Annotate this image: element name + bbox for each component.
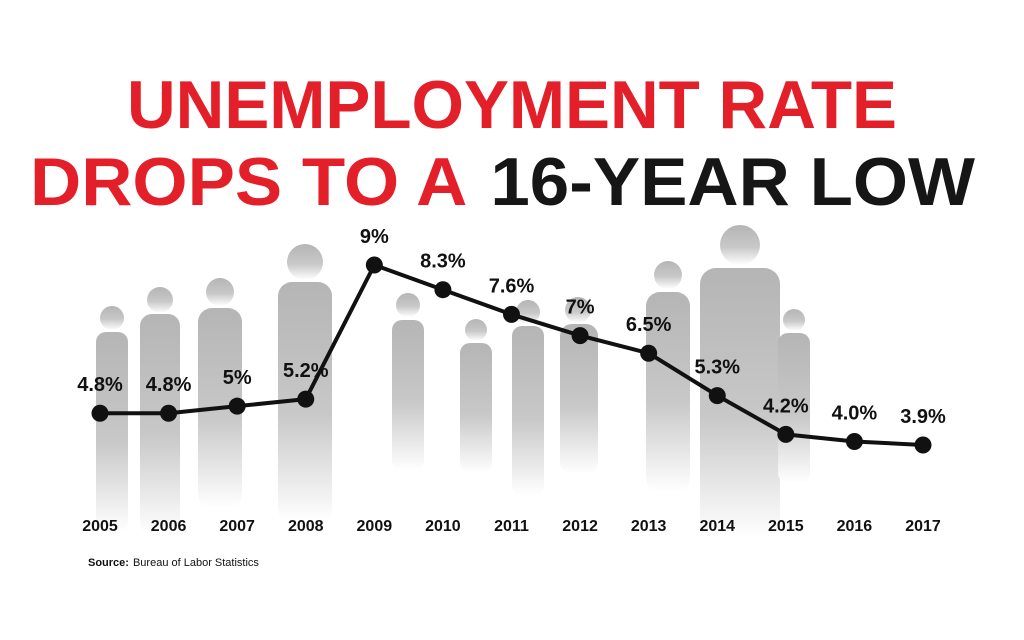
data-label: 5% (223, 367, 252, 389)
x-tick-label: 2014 (699, 518, 735, 535)
data-point (297, 390, 315, 408)
source-label: Source: (88, 557, 129, 569)
data-point (640, 344, 658, 362)
x-tick-label: 2017 (905, 518, 941, 535)
x-tick-label: 2007 (219, 518, 255, 535)
x-tick-label: 2010 (425, 518, 461, 535)
data-label: 9% (360, 226, 389, 248)
data-point (845, 432, 863, 450)
data-point (91, 404, 109, 422)
data-label: 4.8% (146, 374, 192, 396)
data-point (365, 256, 383, 274)
data-point (228, 397, 246, 415)
data-label: 3.9% (900, 406, 946, 428)
x-tick-label: 2016 (837, 518, 873, 535)
background-people (96, 225, 810, 538)
source: Source: Bureau of Labor Statistics (88, 557, 259, 569)
data-label: 6.5% (626, 314, 672, 336)
data-label: 4.0% (832, 402, 878, 424)
x-tick-label: 2005 (82, 518, 118, 535)
data-label: 8.3% (420, 251, 466, 273)
data-label: 4.2% (763, 395, 809, 417)
data-point (708, 387, 726, 405)
x-tick-label: 2015 (768, 518, 804, 535)
x-tick-label: 2009 (357, 518, 393, 535)
title-highlight: 16-YEAR LOW (490, 144, 976, 220)
title-line: UNEMPLOYMENT RATE (127, 67, 897, 143)
data-point (160, 404, 178, 422)
data-point (434, 281, 452, 299)
x-tick-label: 2008 (288, 518, 324, 535)
source-text: Bureau of Labor Statistics (133, 557, 259, 569)
data-label: 4.8% (77, 374, 123, 396)
data-label: 7.6% (489, 275, 535, 297)
data-point (571, 327, 589, 345)
x-tick-label: 2006 (151, 518, 187, 535)
x-tick-label: 2012 (562, 518, 598, 535)
data-label: 5.3% (694, 357, 740, 379)
data-label: 5.2% (283, 360, 329, 382)
x-tick-label: 2013 (631, 518, 667, 535)
title-line: DROPS TO A (30, 144, 467, 220)
x-tick-label: 2011 (494, 518, 529, 535)
chart-title: UNEMPLOYMENT RATE (127, 67, 897, 143)
data-label: 7% (566, 297, 595, 319)
data-point (777, 425, 795, 443)
data-point (503, 305, 520, 323)
data-point (914, 436, 932, 454)
chart-title: DROPS TO A 16-YEAR LOW (30, 144, 976, 220)
